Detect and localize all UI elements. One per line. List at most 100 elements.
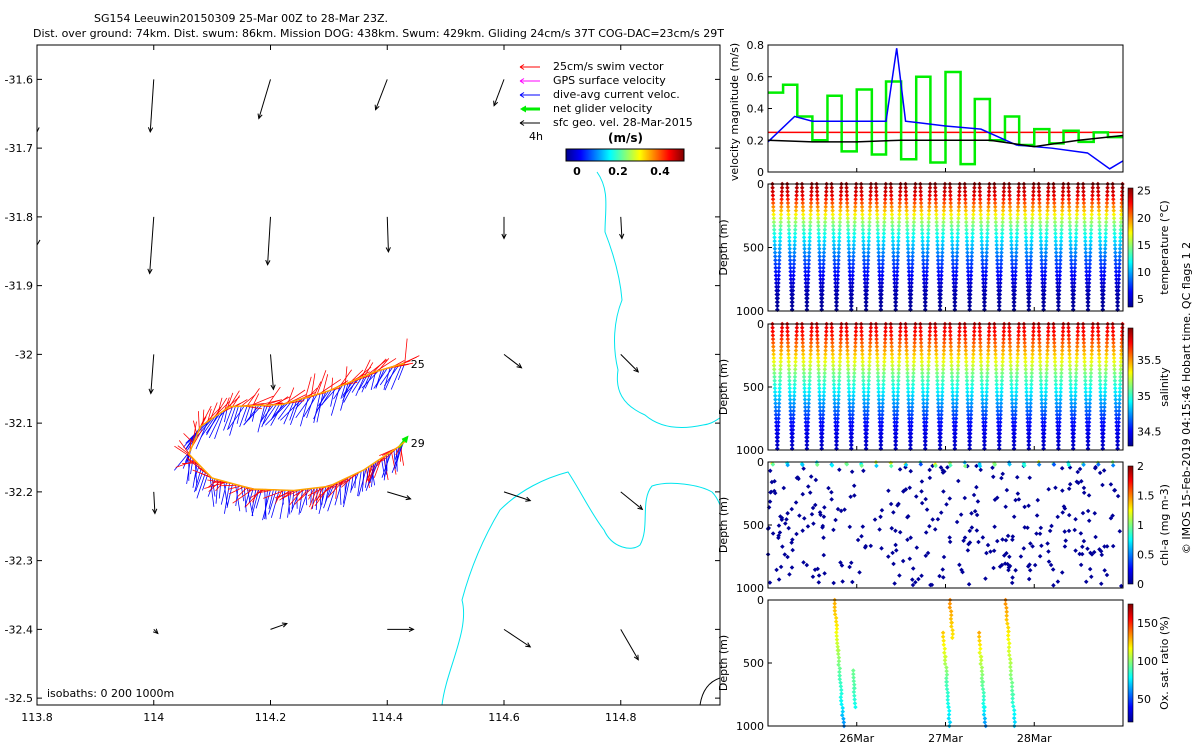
- salinity-point: [950, 401, 956, 406]
- salinity-point: [838, 333, 844, 338]
- salinity-point: [778, 367, 783, 372]
- salinity-point: [934, 355, 939, 361]
- isobath-contour: [699, 677, 720, 705]
- temperature-point: [998, 269, 1004, 274]
- salinity-point: [980, 404, 986, 410]
- salinity-point: [847, 397, 852, 402]
- salinity-point: [979, 385, 985, 391]
- salinity-point: [924, 412, 929, 417]
- temperature-point: [923, 299, 928, 305]
- salinity-ytick-label: 500: [743, 381, 764, 394]
- temperature-point: [1012, 292, 1017, 297]
- salinity-point: [923, 423, 929, 429]
- salinity-point: [807, 374, 813, 380]
- temperature-point: [775, 296, 781, 301]
- temperature-point: [788, 265, 793, 271]
- salinity-point: [948, 340, 953, 346]
- salinity-point: [941, 359, 946, 365]
- temperature-point: [819, 303, 825, 309]
- temperature-point: [1039, 273, 1045, 278]
- temperature-point: [953, 280, 959, 286]
- temperature-point: [951, 269, 956, 274]
- temperature-point: [791, 273, 796, 278]
- temperature-point: [1074, 204, 1080, 210]
- salinity-point: [804, 438, 810, 444]
- geo-vector-shaft: [620, 354, 639, 373]
- temperature-point: [1074, 216, 1080, 221]
- temperature-point: [1053, 238, 1058, 244]
- temperature-point: [924, 269, 930, 274]
- temperature-point: [790, 296, 795, 301]
- salinity-point: [844, 340, 850, 346]
- salinity-point: [876, 401, 882, 406]
- temperature-point: [1053, 227, 1058, 232]
- salinity-point: [836, 393, 841, 399]
- salinity-point: [927, 336, 932, 342]
- salinity-point: [998, 408, 1004, 414]
- salinity-point: [934, 363, 940, 368]
- salinity-point: [1028, 393, 1034, 399]
- temperature-point: [806, 254, 812, 259]
- dac-vector: [195, 421, 209, 450]
- temperature-point: [864, 284, 870, 290]
- salinity-point: [830, 348, 835, 353]
- temperature-point: [965, 265, 971, 271]
- salinity-point: [837, 363, 843, 368]
- temperature-point: [1074, 212, 1080, 217]
- salinity-point: [955, 370, 961, 376]
- temperature-point: [1118, 231, 1123, 236]
- salinity-point: [925, 382, 931, 387]
- salinity-point: [936, 416, 942, 421]
- temperature-point: [1096, 216, 1102, 221]
- salinity-point: [890, 378, 896, 383]
- salinity-point: [897, 333, 903, 338]
- salinity-point: [933, 348, 939, 353]
- salinity-point: [776, 404, 782, 410]
- geo-vector-shaft: [386, 216, 389, 252]
- swim-vector: [341, 473, 357, 488]
- salinity-point: [904, 363, 910, 368]
- salinity-point: [1022, 344, 1028, 349]
- salinity-point: [817, 385, 822, 391]
- salinity-point: [790, 420, 796, 425]
- salinity-point: [905, 382, 911, 387]
- temperature-point: [1026, 303, 1032, 309]
- salinity-point: [986, 336, 992, 342]
- salinity-point: [1013, 397, 1019, 402]
- salinity-point: [896, 363, 902, 368]
- swim-vector: [308, 387, 318, 398]
- salinity-point: [868, 329, 873, 334]
- salinity-point: [802, 389, 807, 395]
- dac-vector: [194, 467, 202, 493]
- dac-vector: [343, 476, 351, 508]
- temperature-point: [1052, 204, 1057, 210]
- temperature-point: [862, 273, 867, 278]
- salinity-ylabel: Depth (m): [717, 359, 730, 415]
- salinity-point: [904, 344, 909, 349]
- salinity-point: [1012, 420, 1018, 425]
- temperature-point: [968, 273, 974, 278]
- salinity-point: [939, 412, 944, 417]
- temperature-point: [908, 288, 914, 293]
- temperature-point: [923, 284, 929, 290]
- dac-vector: [279, 490, 286, 520]
- temperature-point: [864, 288, 870, 293]
- salinity-point: [1014, 389, 1019, 395]
- salinity-point: [844, 336, 850, 342]
- salinity-point: [927, 325, 933, 331]
- salinity-point: [965, 404, 971, 410]
- temperature-point: [1089, 208, 1095, 213]
- salinity-point: [867, 344, 873, 349]
- salinity-point: [920, 374, 925, 380]
- salinity-point: [1024, 389, 1029, 395]
- temperature-point: [923, 288, 929, 293]
- salinity-point: [849, 427, 855, 433]
- salinity-point: [982, 435, 988, 440]
- salinity-point: [851, 382, 857, 387]
- salinity-point: [851, 393, 856, 399]
- map-ytick-label: -31.8: [5, 211, 33, 224]
- temperature-point: [1052, 216, 1058, 221]
- salinity-point: [957, 333, 962, 338]
- salinity-point: [927, 333, 932, 338]
- salinity-point: [983, 412, 989, 417]
